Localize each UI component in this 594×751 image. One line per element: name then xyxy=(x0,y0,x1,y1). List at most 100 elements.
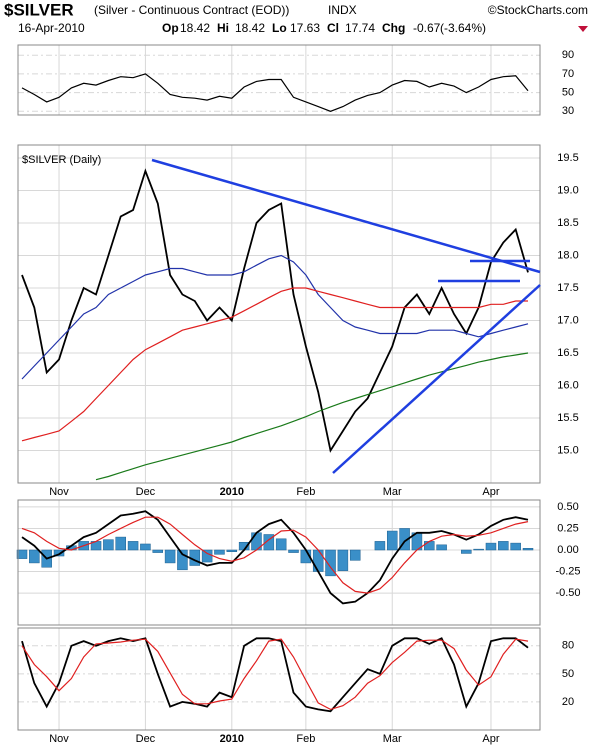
series-line xyxy=(21,510,529,605)
y-tick-label: 70 xyxy=(562,68,574,80)
series-line xyxy=(21,637,529,713)
histogram-bar xyxy=(374,541,386,551)
y-tick-label: 0.25 xyxy=(557,522,578,534)
x-tick-label: Nov xyxy=(49,733,69,745)
y-tick-label: 17.5 xyxy=(557,282,578,294)
x-tick-label: Feb xyxy=(296,486,315,498)
histogram-bar xyxy=(226,549,238,552)
histogram-bar xyxy=(152,549,164,553)
x-tick-label: Dec xyxy=(136,733,156,745)
histogram-bar xyxy=(103,539,114,551)
histogram-bar xyxy=(522,548,534,551)
quote-label: Cl xyxy=(327,21,339,35)
series-line xyxy=(21,516,529,594)
down-arrow xyxy=(578,26,588,32)
y-tick-label: 0.50 xyxy=(557,501,578,513)
y-tick-label: 0.00 xyxy=(557,544,578,556)
x-tick-label: Apr xyxy=(482,733,499,745)
quote-value: 17.74 xyxy=(345,21,375,35)
y-tick-label: 18.5 xyxy=(557,217,578,229)
histogram-bar xyxy=(399,528,410,551)
histogram-bar xyxy=(263,534,275,551)
y-tick-label: 50 xyxy=(562,87,574,99)
series-line xyxy=(21,168,529,453)
trendlines xyxy=(151,158,541,474)
exchange: INDX xyxy=(328,3,357,17)
quote-value: 18.42 xyxy=(235,21,265,35)
trendline xyxy=(151,158,541,274)
trendline xyxy=(332,284,541,474)
panel-title: $SILVER (Daily) xyxy=(22,154,101,166)
histogram-bar xyxy=(53,549,65,557)
panel-frame xyxy=(17,44,541,116)
series-line xyxy=(95,352,529,481)
series-line xyxy=(21,638,529,711)
y-tick-label: 20 xyxy=(562,696,574,708)
histogram-bar xyxy=(288,549,299,553)
description: (Silver - Continuous Contract (EOD)) xyxy=(94,3,289,17)
histogram-bar xyxy=(386,530,398,551)
y-tick-label: 80 xyxy=(562,640,574,652)
y-tick-label: -0.25 xyxy=(555,565,580,577)
quote-label: Lo xyxy=(272,21,287,35)
histogram-bar xyxy=(177,549,188,571)
quote-value: 17.63 xyxy=(290,21,320,35)
histogram-bar xyxy=(164,549,176,564)
x-tick-label: 2010 xyxy=(220,733,244,745)
histogram-bar xyxy=(312,549,324,572)
histogram-bar xyxy=(201,549,213,563)
y-tick-label: 19.5 xyxy=(557,152,578,164)
brand: ©StockCharts.com xyxy=(488,3,588,17)
histogram-bar xyxy=(337,549,349,571)
histogram-bar xyxy=(115,536,126,551)
x-tick-label: Nov xyxy=(49,486,69,498)
histogram-bar xyxy=(485,542,497,551)
histogram-bar xyxy=(436,544,447,551)
panel-frame xyxy=(17,144,541,484)
histogram-bar xyxy=(349,549,361,561)
histogram-bar xyxy=(424,541,435,551)
symbol: $SILVER xyxy=(4,0,74,19)
histogram-bar xyxy=(214,549,225,555)
y-tick-label: 30 xyxy=(562,105,574,117)
histogram-bar xyxy=(498,541,509,551)
y-tick-label: 15.0 xyxy=(557,444,578,456)
series-line xyxy=(21,287,528,442)
y-tick-label: 50 xyxy=(562,668,574,680)
y-tick-label: 90 xyxy=(562,49,574,61)
series-line xyxy=(21,254,529,380)
histogram-bar xyxy=(325,549,336,577)
x-tick-label: Mar xyxy=(383,733,402,745)
y-tick-label: 16.5 xyxy=(557,347,578,359)
panel-frame xyxy=(17,499,541,626)
x-tick-label: Feb xyxy=(296,733,315,745)
y-tick-label: 17.0 xyxy=(557,314,578,326)
histogram-bar xyxy=(127,541,139,551)
x-tick-label: Dec xyxy=(136,486,156,498)
y-tick-label: 15.5 xyxy=(557,412,578,424)
histogram-bar xyxy=(140,543,151,551)
histogram-bar xyxy=(275,538,287,551)
y-tick-label: -0.50 xyxy=(555,587,580,599)
histogram-bar xyxy=(29,549,40,564)
quote-label: Hi xyxy=(217,21,229,35)
y-tick-label: 16.0 xyxy=(557,379,578,391)
quote-value: 18.42 xyxy=(180,21,210,35)
x-tick-label: Apr xyxy=(482,486,499,498)
histogram-bar xyxy=(510,542,521,551)
quote: Op 18.42 Hi 18.42 Lo 17.63 Cl 17.74 Chg -0.67 xyxy=(162,21,441,35)
y-tick-label: 19.0 xyxy=(557,184,578,196)
quote-value: -0.67 xyxy=(413,21,441,35)
date: 16-Apr-2010 xyxy=(18,21,85,35)
y-tick-label: 18.0 xyxy=(557,249,578,261)
histogram-bar xyxy=(473,548,484,551)
change-pct: (-3.64%) xyxy=(440,21,486,35)
histogram-bar xyxy=(461,549,472,554)
quote-label: Op xyxy=(162,21,179,35)
x-tick-label: Mar xyxy=(383,486,402,498)
panel-frame xyxy=(17,627,541,731)
histogram-bar xyxy=(16,549,28,559)
quote-label: Chg xyxy=(382,21,405,35)
series-line xyxy=(21,73,529,112)
